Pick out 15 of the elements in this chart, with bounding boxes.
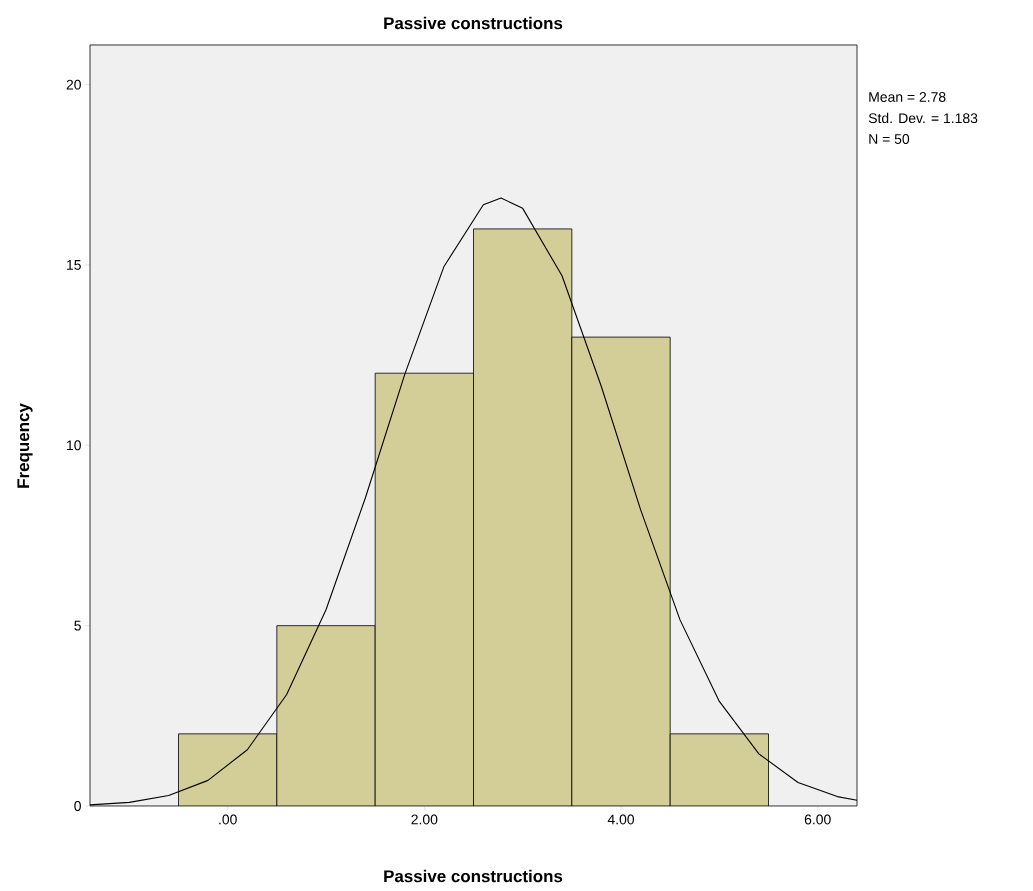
- x-tick-label: .00: [219, 814, 237, 825]
- x-axis-title: Passive constructions: [384, 869, 563, 883]
- text: Std. Dev. = 1.183: [868, 112, 978, 124]
- y-tick-label: 5: [74, 620, 81, 631]
- x-tick-label: 6.00: [804, 814, 831, 825]
- y-tick-label: 0: [74, 801, 81, 811]
- x-tick-label: 4.00: [607, 814, 635, 825]
- text: N = 50: [869, 134, 910, 144]
- y-tick-label: 10: [67, 440, 81, 451]
- text: Mean = 2.78: [869, 92, 946, 102]
- x-tick-label: 2.00: [411, 814, 438, 825]
- y-tick-label: 20: [66, 79, 81, 90]
- y-axis-title: Frequency: [17, 403, 33, 488]
- chart-title: Passive constructions: [384, 16, 563, 30]
- y-tick-label: 15: [67, 260, 81, 270]
